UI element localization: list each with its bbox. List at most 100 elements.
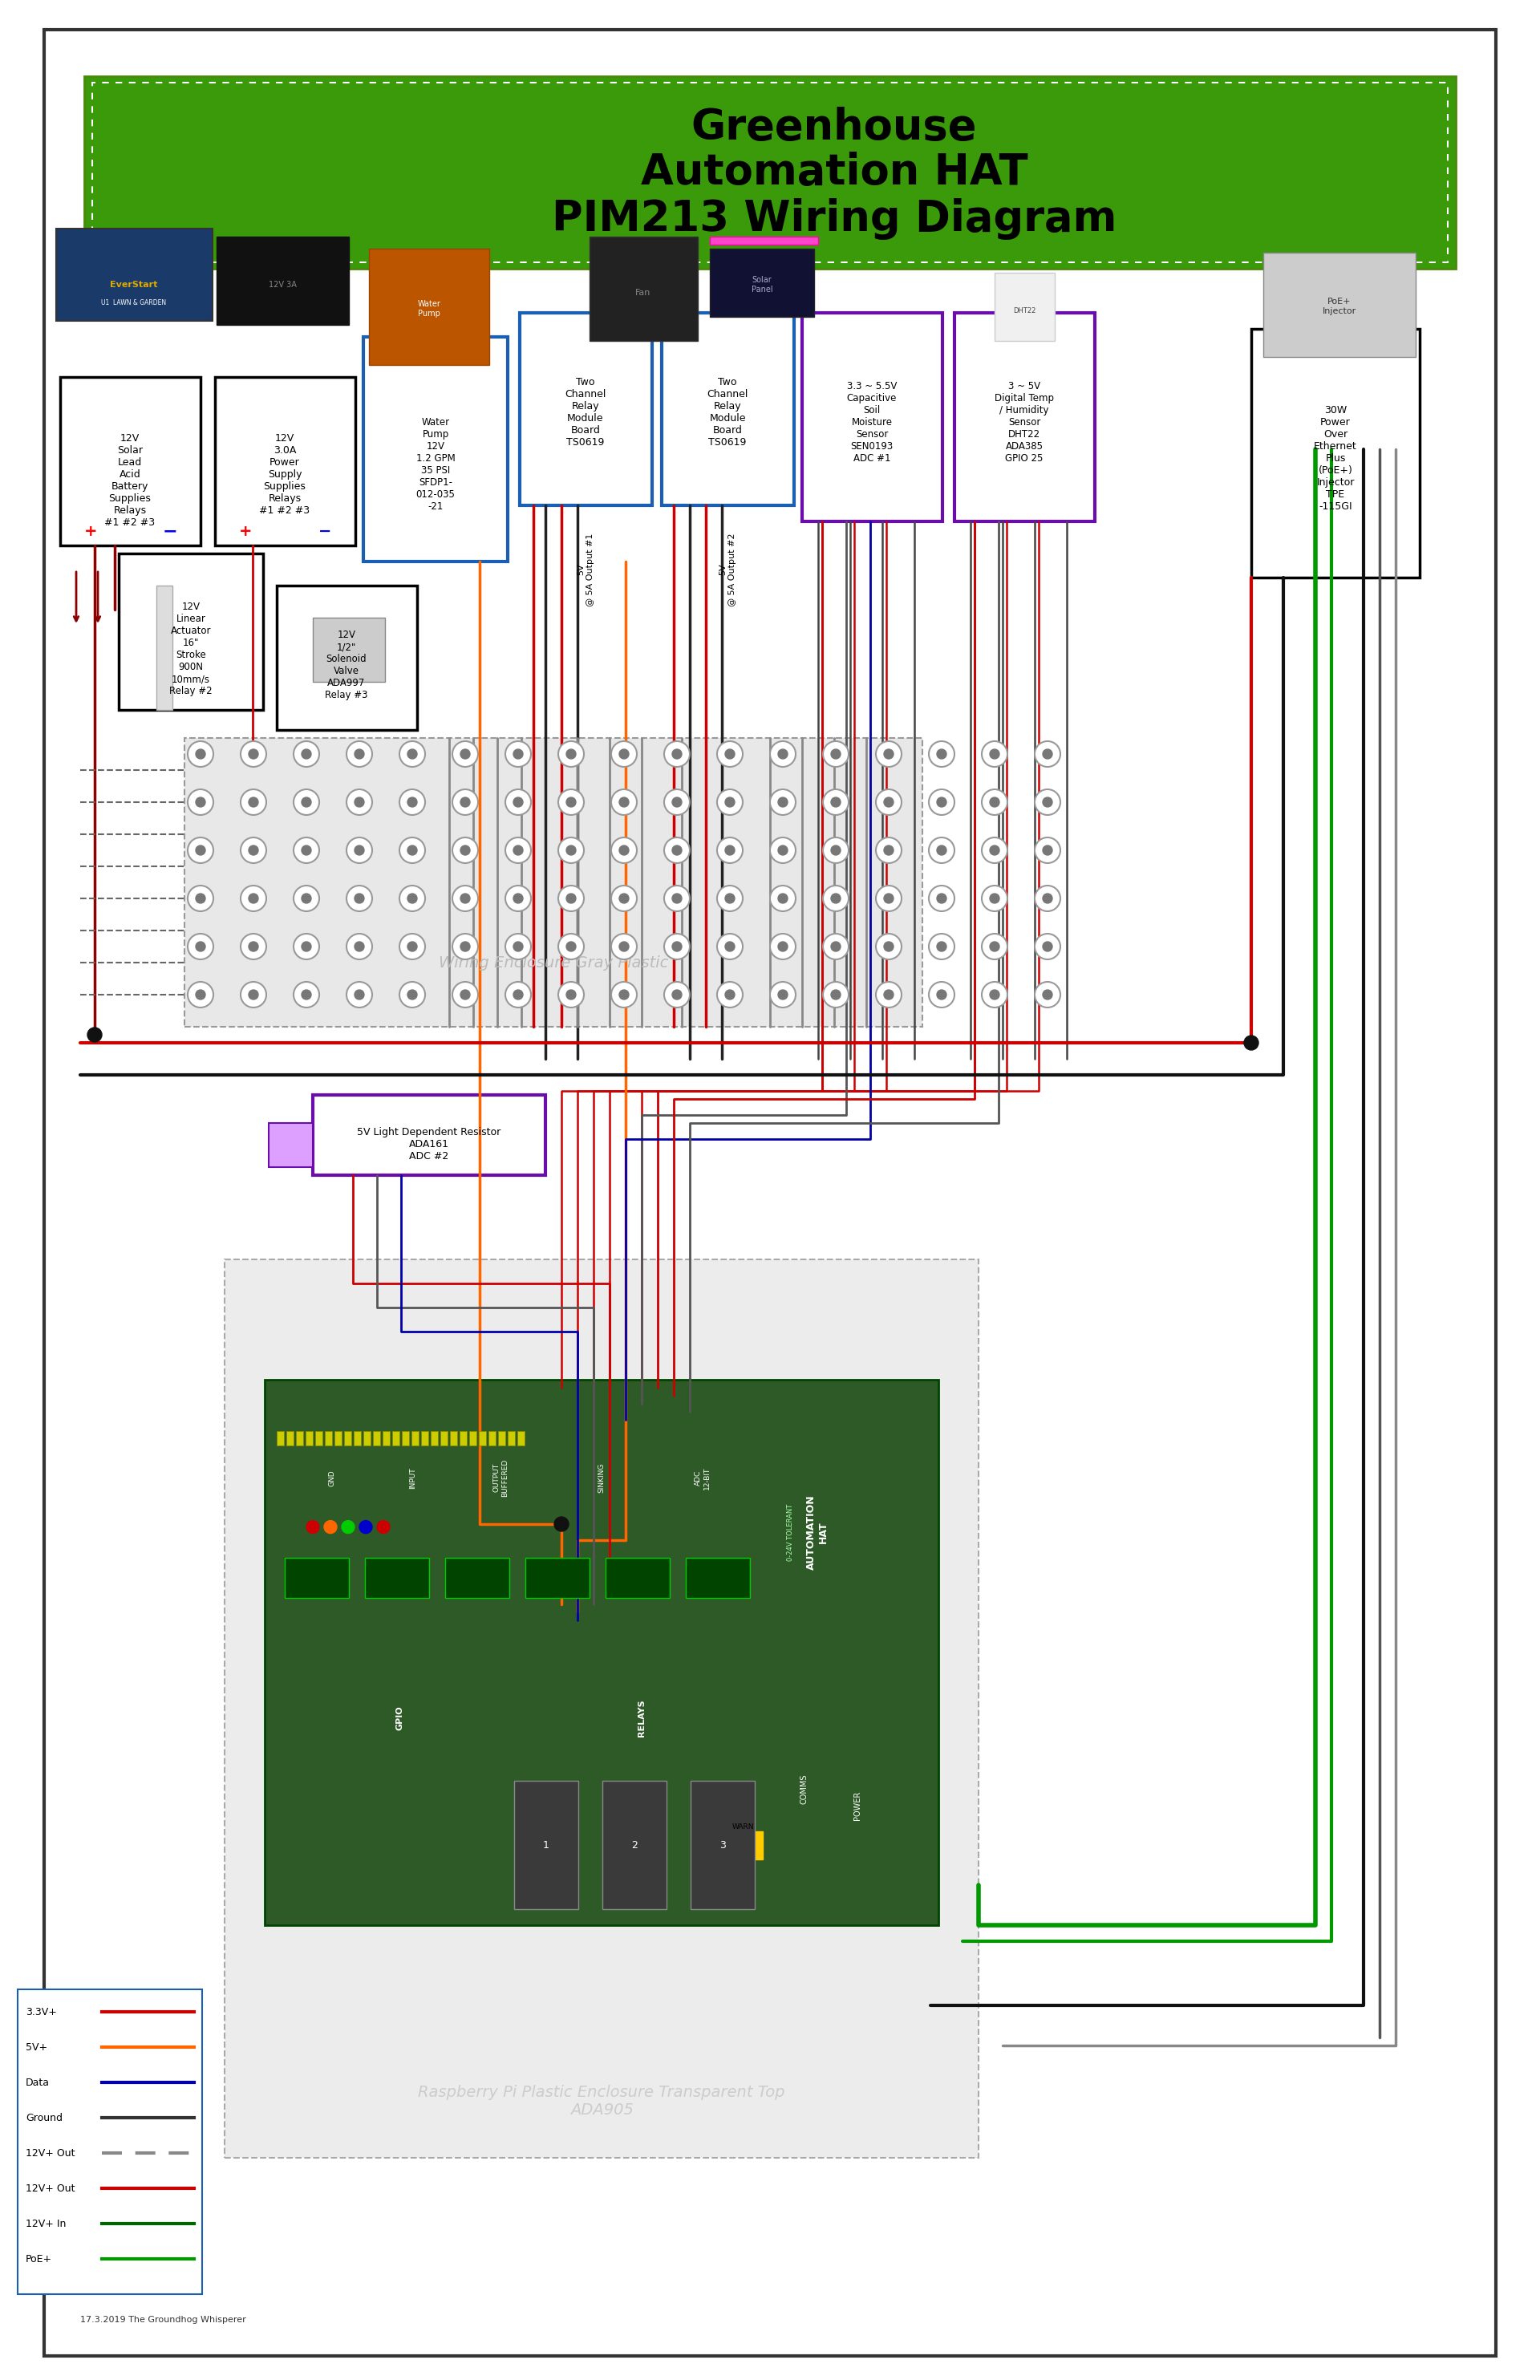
Text: 12V+ Out: 12V+ Out — [26, 2182, 75, 2194]
Text: 17.3.2019 The Groundhog Whisperer: 17.3.2019 The Groundhog Whisperer — [80, 2316, 246, 2323]
Circle shape — [770, 740, 796, 766]
Circle shape — [513, 845, 524, 854]
Bar — [370, 248, 490, 364]
Circle shape — [460, 797, 470, 807]
Circle shape — [505, 838, 531, 864]
Circle shape — [832, 750, 841, 759]
Text: 3.3 ~ 5.5V
Capacitive
Soil
Moisture
Sensor
SEN0193
ADC #1: 3.3 ~ 5.5V Capacitive Soil Moisture Sens… — [847, 381, 896, 464]
Bar — [514, 1780, 578, 1909]
Text: 2: 2 — [631, 1840, 638, 1849]
Bar — [1250, 328, 1420, 578]
Circle shape — [1035, 740, 1061, 766]
Text: PoE+
Injector: PoE+ Injector — [1323, 298, 1357, 314]
Bar — [277, 585, 417, 731]
Circle shape — [513, 990, 524, 1000]
Text: EverStart: EverStart — [111, 281, 157, 288]
Text: 12V 3A: 12V 3A — [268, 281, 296, 288]
Circle shape — [354, 797, 363, 807]
Circle shape — [294, 983, 319, 1007]
Circle shape — [990, 750, 999, 759]
Circle shape — [408, 942, 417, 952]
Circle shape — [557, 983, 584, 1007]
Circle shape — [346, 790, 373, 814]
Circle shape — [832, 797, 841, 807]
Circle shape — [725, 942, 735, 952]
Circle shape — [505, 885, 531, 912]
Circle shape — [990, 892, 999, 904]
Circle shape — [399, 838, 425, 864]
Circle shape — [240, 885, 266, 912]
Circle shape — [1043, 942, 1052, 952]
Circle shape — [453, 838, 477, 864]
Circle shape — [196, 892, 205, 904]
Text: 0-24V TOLERANT: 0-24V TOLERANT — [787, 1504, 793, 1561]
Bar — [602, 1780, 667, 1909]
Text: +: + — [239, 524, 253, 538]
Circle shape — [248, 942, 259, 952]
Circle shape — [664, 983, 690, 1007]
Bar — [334, 1430, 342, 1445]
Text: Automation HAT: Automation HAT — [641, 152, 1027, 193]
Bar — [420, 1430, 428, 1445]
Text: Greenhouse: Greenhouse — [691, 107, 978, 148]
Bar — [313, 619, 385, 681]
Text: Wiring Enclosure Gray Plastic: Wiring Enclosure Gray Plastic — [439, 954, 668, 971]
Bar — [488, 1430, 496, 1445]
Circle shape — [822, 740, 849, 766]
Circle shape — [294, 933, 319, 959]
Circle shape — [778, 942, 787, 952]
Circle shape — [876, 740, 901, 766]
Circle shape — [399, 933, 425, 959]
Text: 12V
Linear
Actuator
16"
Stroke
900N
10mm/s
Relay #2: 12V Linear Actuator 16" Stroke 900N 10mm… — [169, 602, 213, 697]
Circle shape — [196, 942, 205, 952]
Circle shape — [832, 892, 841, 904]
Text: Two
Channel
Relay
Module
Board
TS0619: Two Channel Relay Module Board TS0619 — [565, 376, 607, 447]
Text: GND: GND — [328, 1468, 336, 1485]
Circle shape — [832, 990, 841, 1000]
Circle shape — [611, 885, 638, 912]
Circle shape — [884, 750, 893, 759]
Circle shape — [822, 983, 849, 1007]
Circle shape — [554, 1516, 568, 1530]
Circle shape — [567, 797, 576, 807]
Circle shape — [876, 983, 901, 1007]
Circle shape — [619, 797, 628, 807]
Text: POWER: POWER — [853, 1790, 861, 1821]
Circle shape — [664, 790, 690, 814]
Bar — [286, 1430, 294, 1445]
Bar — [85, 76, 1455, 269]
Circle shape — [1035, 885, 1061, 912]
Circle shape — [718, 983, 742, 1007]
Circle shape — [983, 933, 1007, 959]
Circle shape — [188, 885, 214, 912]
Text: 12V
Solar
Lead
Acid
Battery
Supplies
Relays
#1 #2 #3: 12V Solar Lead Acid Battery Supplies Rel… — [105, 433, 156, 528]
Circle shape — [718, 933, 742, 959]
Circle shape — [505, 740, 531, 766]
Circle shape — [884, 797, 893, 807]
Bar — [92, 83, 1448, 262]
Circle shape — [832, 845, 841, 854]
Bar — [268, 1123, 313, 1166]
Circle shape — [884, 892, 893, 904]
Circle shape — [342, 1521, 354, 1533]
Circle shape — [770, 790, 796, 814]
Bar — [710, 236, 818, 245]
Text: Raspberry Pi Plastic Enclosure Transparent Top
ADA905: Raspberry Pi Plastic Enclosure Transpare… — [417, 2085, 785, 2118]
Text: Water
Pump: Water Pump — [417, 300, 440, 317]
Bar — [325, 1430, 333, 1445]
Circle shape — [377, 1521, 390, 1533]
Circle shape — [505, 790, 531, 814]
Circle shape — [718, 885, 742, 912]
Circle shape — [1043, 797, 1052, 807]
Circle shape — [408, 797, 417, 807]
Circle shape — [929, 983, 955, 1007]
Circle shape — [929, 790, 955, 814]
Circle shape — [664, 933, 690, 959]
Circle shape — [671, 892, 682, 904]
Circle shape — [294, 790, 319, 814]
Bar — [431, 1430, 437, 1445]
Circle shape — [1244, 1035, 1258, 1050]
Circle shape — [453, 790, 477, 814]
Circle shape — [453, 740, 477, 766]
Text: ADC
12-BIT: ADC 12-BIT — [695, 1466, 710, 1490]
